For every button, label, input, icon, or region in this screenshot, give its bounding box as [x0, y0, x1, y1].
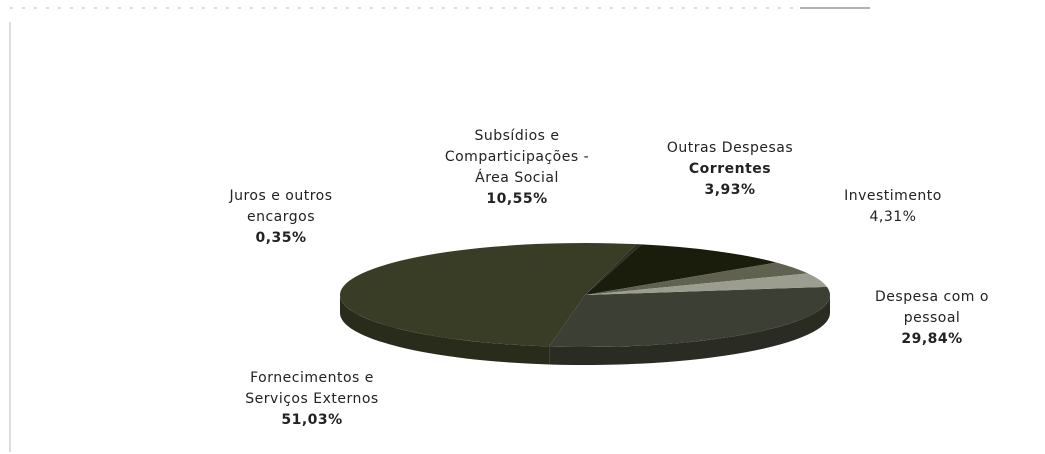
label-fornecimentos-line1: Fornecimentos e — [250, 370, 374, 386]
label-investimento: Investimento 4,31% — [818, 186, 968, 228]
pie-slice-1 — [340, 243, 637, 347]
label-outras-line2: Correntes — [688, 161, 772, 177]
label-investimento-line1: Investimento — [844, 188, 942, 204]
label-outras-pct: 3,93% — [704, 182, 756, 198]
label-outras-line1: Outras Despesas — [666, 140, 794, 156]
label-subsidios-line3: Área Social — [475, 170, 559, 186]
pie-slice-4 — [585, 262, 808, 295]
pie-slice-0 — [549, 286, 830, 347]
label-pessoal-pct: 29,84% — [901, 331, 963, 347]
pie-slice-2 — [585, 244, 642, 295]
label-juros-line1: Juros e outros — [229, 188, 333, 204]
label-pessoal: Despesa com o pessoal 29,84% — [852, 287, 1012, 350]
pie-slices — [340, 243, 831, 365]
pie-slice-side-0 — [549, 295, 831, 365]
label-juros-line2: encargos — [246, 209, 316, 225]
pie-slice-3 — [585, 244, 777, 295]
label-juros: Juros e outros encargos 0,35% — [196, 186, 366, 249]
pie-slice-side-1 — [340, 295, 550, 365]
label-fornecimentos: Fornecimentos e Serviços Externos 51,03% — [212, 368, 412, 431]
label-subsidios-line2: Comparticipações - — [444, 149, 590, 165]
label-fornecimentos-pct: 51,03% — [281, 412, 343, 428]
label-subsidios-line1: Subsídios e — [474, 128, 560, 144]
label-outras: Outras Despesas Correntes 3,93% — [640, 138, 820, 201]
label-pessoal-line1: Despesa com o — [875, 289, 989, 305]
label-pessoal-line2: pessoal — [903, 310, 961, 326]
label-subsidios-pct: 10,55% — [486, 191, 548, 207]
label-investimento-pct: 4,31% — [869, 209, 917, 225]
label-juros-pct: 0,35% — [255, 230, 307, 246]
pie-slice-5 — [585, 273, 827, 295]
label-fornecimentos-line2: Serviços Externos — [245, 391, 379, 407]
label-subsidios: Subsídios e Comparticipações - Área Soci… — [412, 126, 622, 210]
